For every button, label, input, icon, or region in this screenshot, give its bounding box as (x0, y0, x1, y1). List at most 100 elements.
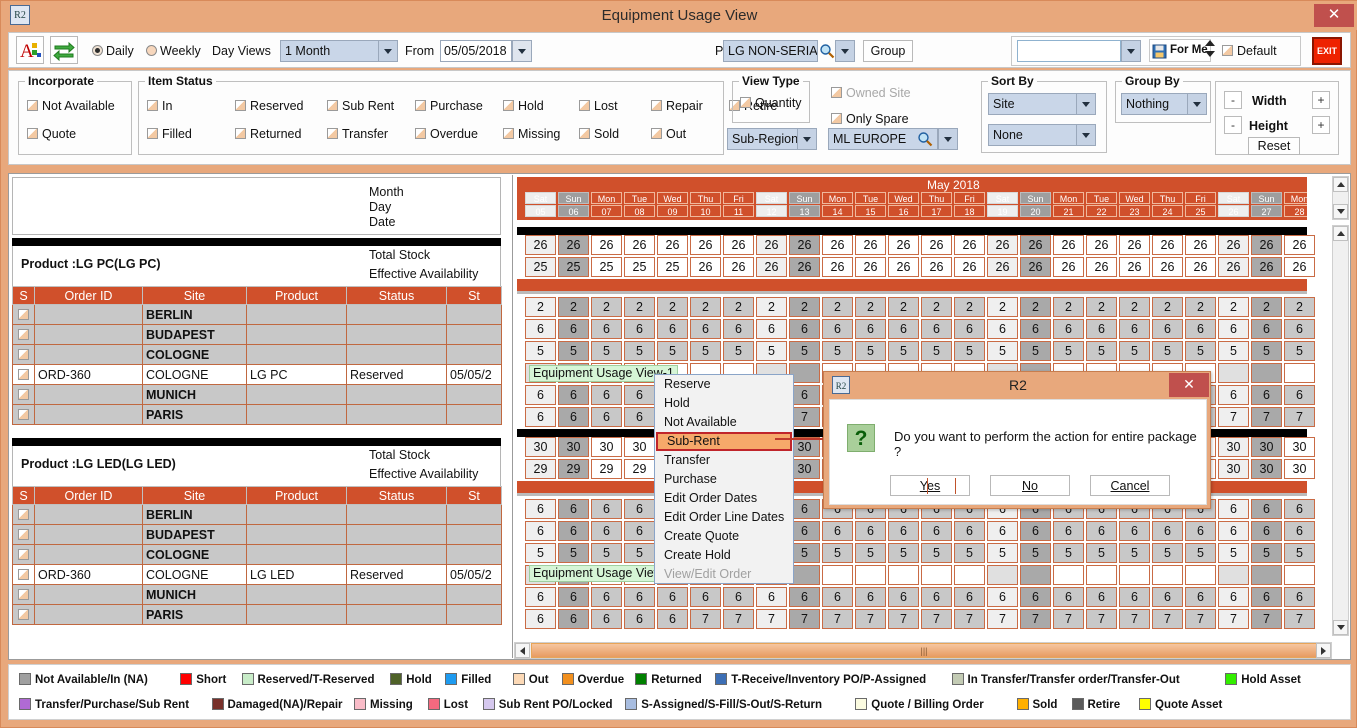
calendar-date[interactable]: 27 (1251, 205, 1282, 217)
menu-item-sub-rent[interactable]: Sub-Rent (656, 432, 792, 451)
calendar-value-cell[interactable]: 26 (1185, 235, 1216, 255)
calendar-value-cell[interactable]: 7 (954, 609, 985, 629)
calendar-value-cell[interactable]: 6 (888, 319, 919, 339)
calendar-value-cell[interactable] (1218, 363, 1249, 383)
column-header-status[interactable]: Status (346, 286, 447, 305)
calendar-value-cell[interactable]: 2 (756, 297, 787, 317)
calendar-value-cell[interactable]: 26 (1086, 235, 1117, 255)
calendar-value-cell[interactable]: 7 (1119, 609, 1150, 629)
calendar-value-cell[interactable]: 5 (591, 341, 622, 361)
calendar-value-cell[interactable]: 6 (558, 499, 589, 519)
column-header-order-id[interactable]: Order ID (34, 286, 143, 305)
calendar-value-cell[interactable]: 6 (1284, 499, 1315, 519)
column-header-order-id[interactable]: Order ID (34, 486, 143, 505)
calendar-value-cell[interactable]: 5 (888, 543, 919, 563)
calendar-value-cell[interactable]: 7 (1251, 407, 1282, 427)
calendar-value-cell[interactable]: 5 (987, 341, 1018, 361)
calendar-hscroll-thumb[interactable] (531, 643, 1317, 658)
calendar-value-cell[interactable]: 7 (888, 609, 919, 629)
calendar-value-cell[interactable]: 6 (558, 587, 589, 607)
calendar-value-cell[interactable]: 2 (690, 297, 721, 317)
table-row[interactable]: COLOGNE (12, 344, 502, 365)
column-header-s[interactable]: S (12, 286, 35, 305)
menu-item-purchase[interactable]: Purchase (664, 472, 717, 486)
row-select-checkbox[interactable] (18, 408, 29, 420)
calendar-value-cell[interactable]: 25 (624, 257, 655, 277)
calendar-date[interactable]: 21 (1053, 205, 1084, 217)
row-select-cell[interactable] (12, 584, 35, 605)
calendar-value-cell[interactable]: 6 (624, 319, 655, 339)
daily-radio[interactable]: Daily (92, 44, 134, 58)
calendar-value-cell[interactable]: 6 (591, 407, 622, 427)
checkbox-owned-site[interactable]: Owned Site (831, 86, 911, 100)
calendar-value-cell[interactable]: 5 (558, 341, 589, 361)
calendar-value-cell[interactable]: 2 (1086, 297, 1117, 317)
calendar-value-cell[interactable]: 5 (723, 341, 754, 361)
calendar-value-cell[interactable]: 6 (1152, 521, 1183, 541)
row-select-checkbox[interactable] (18, 328, 29, 340)
calendar-value-cell[interactable]: 2 (1119, 297, 1150, 317)
checkbox-in[interactable]: In (147, 99, 172, 113)
calendar-value-cell[interactable]: 26 (657, 235, 688, 255)
calendar-value-cell[interactable]: 6 (987, 521, 1018, 541)
calendar-value-cell[interactable]: 26 (1218, 235, 1249, 255)
calendar-value-cell[interactable]: 6 (1020, 521, 1051, 541)
calendar-value-cell[interactable]: 6 (1284, 521, 1315, 541)
search-icon[interactable] (917, 131, 933, 150)
calendar-value-cell[interactable]: 6 (558, 385, 589, 405)
scroll-up-icon[interactable] (1333, 226, 1348, 241)
calendar-value-cell[interactable]: 26 (921, 257, 952, 277)
calendar-value-cell[interactable]: 30 (1284, 437, 1315, 457)
calendar-date[interactable]: 23 (1119, 205, 1150, 217)
calendar-value-cell[interactable]: 7 (1185, 609, 1216, 629)
calendar-value-cell[interactable]: 5 (921, 543, 952, 563)
calendar-date[interactable]: 05 (525, 205, 556, 217)
calendar-value-cell[interactable]: 7 (855, 609, 886, 629)
calendar-value-cell[interactable]: 26 (789, 235, 820, 255)
calendar-value-cell[interactable]: 6 (987, 319, 1018, 339)
column-header-st[interactable]: St (446, 286, 502, 305)
row-select-checkbox[interactable] (18, 348, 29, 360)
calendar-value-cell[interactable]: 2 (822, 297, 853, 317)
calendar-value-cell[interactable]: 26 (756, 235, 787, 255)
calendar-value-cell[interactable]: 29 (591, 459, 622, 479)
calendar-value-cell[interactable]: 6 (822, 521, 853, 541)
calendar-value-cell[interactable]: 5 (1185, 543, 1216, 563)
calendar-value-cell[interactable]: 26 (822, 257, 853, 277)
calendar-value-cell[interactable]: 6 (1284, 385, 1315, 405)
calendar-date[interactable]: 06 (558, 205, 589, 217)
calendar-date[interactable]: 14 (822, 205, 853, 217)
calendar-value-cell[interactable]: 5 (657, 341, 688, 361)
from-date-input[interactable]: 05/05/2018 (440, 40, 512, 62)
table-row[interactable]: ORD-360 COLOGNE LG PC Reserved 05/05/2 (12, 364, 502, 385)
calendar-value-cell[interactable]: 26 (723, 235, 754, 255)
calendar-value-cell[interactable]: 2 (624, 297, 655, 317)
calendar-value-cell[interactable]: 6 (921, 521, 952, 541)
width-decrease-button[interactable]: - (1224, 91, 1242, 109)
menu-item-not-available[interactable]: Not Available (664, 415, 737, 429)
table-row[interactable]: BERLIN (12, 504, 502, 525)
calendar-value-cell[interactable]: 6 (1086, 521, 1117, 541)
calendar-value-cell[interactable] (1086, 565, 1117, 585)
calendar-value-cell[interactable]: 2 (591, 297, 622, 317)
sort-by-primary-select[interactable]: Site (988, 93, 1096, 115)
checkbox-only-spare[interactable]: Only Spare (831, 112, 909, 126)
calendar-value-cell[interactable]: 26 (1284, 257, 1315, 277)
calendar-value-cell[interactable]: 6 (1218, 521, 1249, 541)
calendar-value-cell[interactable]: 5 (624, 341, 655, 361)
checkbox-missing[interactable]: Missing (503, 127, 560, 141)
calendar-value-cell[interactable]: 5 (1020, 543, 1051, 563)
row-select-checkbox[interactable] (18, 568, 29, 580)
calendar-value-cell[interactable]: 26 (756, 257, 787, 277)
calendar-value-cell[interactable]: 2 (954, 297, 985, 317)
calendar-value-cell[interactable]: 26 (1284, 235, 1315, 255)
calendar-value-cell[interactable]: 6 (855, 319, 886, 339)
menu-item-edit-order-dates[interactable]: Edit Order Dates (664, 491, 758, 505)
calendar-value-cell[interactable]: 6 (657, 319, 688, 339)
calendar-date[interactable]: 12 (756, 205, 787, 217)
calendar-value-cell[interactable]: 6 (1251, 385, 1282, 405)
calendar-date[interactable]: 22 (1086, 205, 1117, 217)
calendar-value-cell[interactable]: 7 (1284, 407, 1315, 427)
calendar-value-cell[interactable]: 6 (1152, 319, 1183, 339)
calendar-value-cell[interactable]: 6 (1251, 499, 1282, 519)
